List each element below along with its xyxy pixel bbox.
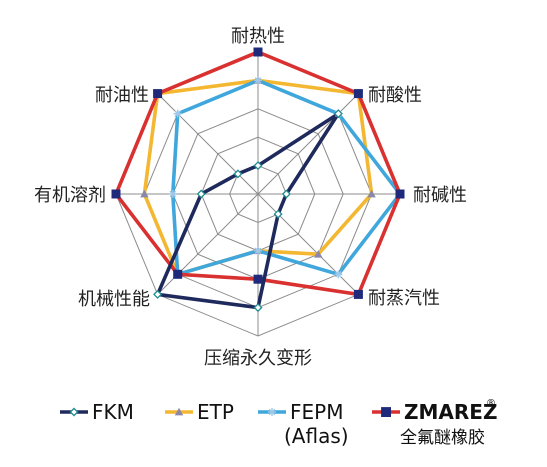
point-fkm-0 [253, 161, 263, 171]
point-fkm-2 [281, 189, 291, 199]
point-fkm-5 [153, 289, 163, 299]
grid-spoke-1 [257, 93, 359, 195]
axis-label-5: 机械性能 [78, 289, 150, 310]
point-fkm-4 [253, 303, 263, 313]
series-markers [111, 47, 405, 313]
point-fepm-7 [173, 109, 182, 118]
legend-label-etp: ETP [197, 400, 234, 424]
point-etp-6 [140, 189, 149, 198]
legend-marker-fkm [69, 407, 79, 417]
point-etp-3 [314, 250, 323, 258]
axis-label-0: 耐热性 [231, 26, 285, 47]
point-zmarez-7 [153, 89, 163, 99]
axis-label-1: 耐酸性 [368, 85, 422, 106]
legend-item-etp: ETP [165, 400, 234, 424]
point-fkm-6 [196, 189, 206, 199]
axis-label-7: 耐油性 [95, 85, 149, 106]
point-fepm-6 [168, 190, 177, 198]
point-fkm-3 [273, 209, 283, 219]
legend-item-fkm: FKM [60, 400, 134, 424]
point-zmarez-4 [253, 274, 263, 284]
point-zmarez-5 [173, 269, 183, 279]
axis-label-3: 耐蒸汽性 [368, 288, 440, 309]
point-zmarez-3 [353, 289, 363, 299]
legend-label-fepm: FEPM [290, 400, 343, 424]
point-fkm-1 [333, 109, 343, 119]
legend: FKM ETP FEPM(Aflas) ZMAREZ® 全氟醚橡胶 [60, 398, 497, 448]
legend-item-fepm: FEPM(Aflas) [258, 400, 349, 448]
grid-spoke-3 [257, 193, 359, 295]
legend-label-fkm: FKM [92, 400, 134, 424]
grid-spoke-7 [157, 93, 259, 195]
point-zmarez-6 [111, 189, 121, 199]
point-fkm-7 [233, 169, 243, 179]
point-zmarez-1 [353, 89, 363, 99]
legend-label2-fepm: (Aflas) [284, 424, 349, 448]
point-fepm-0 [254, 76, 262, 85]
legend-marker-fepm [268, 408, 276, 416]
legend-mark-zmarez: ® [486, 398, 496, 409]
axis-label-4: 压缩永久变形 [204, 348, 312, 369]
point-fepm-3 [334, 270, 343, 279]
legend-label2-zmarez: 全氟醚橡胶 [400, 428, 485, 448]
point-zmarez-0 [253, 47, 263, 57]
point-fepm-4 [254, 246, 262, 255]
legend-marker-zmarez [381, 407, 391, 417]
legend-marker-etp [174, 407, 184, 416]
axis-label-6: 有机溶剂 [34, 185, 106, 206]
point-zmarez-2 [395, 189, 405, 199]
legend-item-zmarez: ZMAREZ® 全氟醚橡胶 [372, 398, 497, 448]
point-etp-2 [367, 189, 376, 198]
axis-label-2: 耐碱性 [413, 185, 467, 206]
legend-label-zmarez: ZMAREZ [404, 400, 497, 424]
